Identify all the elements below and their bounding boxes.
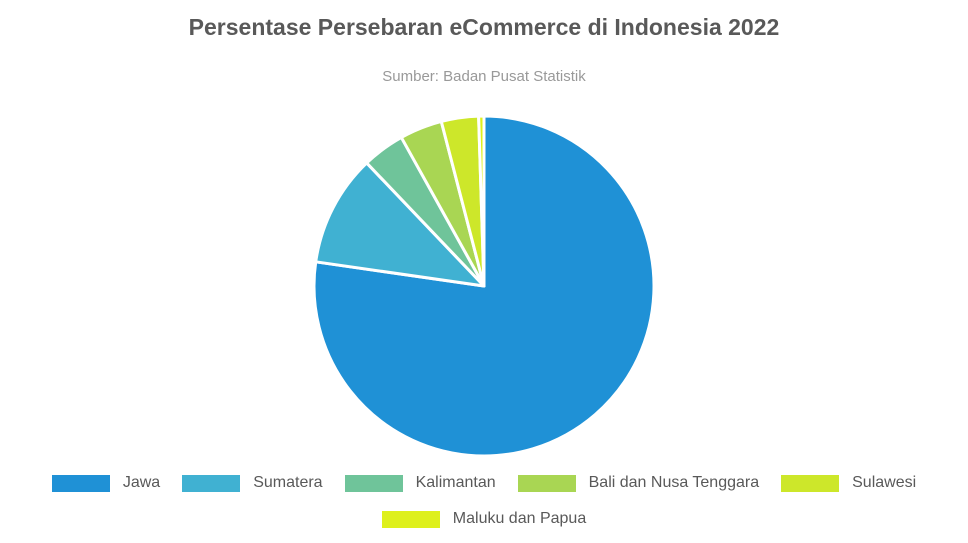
legend-item-maluku-dan-papua[interactable]: Maluku dan Papua [381,510,587,528]
legend-row-2: Maluku dan Papua [0,506,968,532]
pie-slice-jawa[interactable] [312,114,656,458]
legend-row-1: Jawa Sumatera Kalimantan Bali dan Nusa T… [0,470,968,496]
legend-swatch [51,474,110,492]
legend-swatch [517,474,576,492]
legend-label: Bali dan Nusa Tenggara [588,474,760,491]
legend-swatch [182,474,241,492]
pie-slice-sumatera[interactable] [314,161,486,288]
legend-swatch [344,474,403,492]
legend-label: Sumatera [253,474,323,491]
chart-title: Persentase Persebaran eCommerce di Indon… [188,14,780,40]
legend-label: Kalimantan [415,474,496,491]
legend-label: Jawa [122,474,161,491]
legend-item-sumatera[interactable]: Sumatera [182,474,323,492]
legend-swatch [381,510,440,528]
legend-label: Maluku dan Papua [452,510,587,527]
legend-item-bali-dan-nusa-tenggara[interactable]: Bali dan Nusa Tenggara [517,474,760,492]
legend-item-jawa[interactable]: Jawa [51,474,161,492]
pie-slice-maluku-dan-papua[interactable] [477,114,486,288]
legend-swatch [781,474,840,492]
legend-label: Sulawesi [852,474,917,491]
chart-subtitle: Sumber: Badan Pusat Statistik [382,68,586,85]
legend-item-kalimantan[interactable]: Kalimantan [344,474,496,492]
legend: Jawa Sumatera Kalimantan Bali dan Nusa T… [0,470,968,542]
legend-item-sulawesi[interactable]: Sulawesi [781,474,916,492]
